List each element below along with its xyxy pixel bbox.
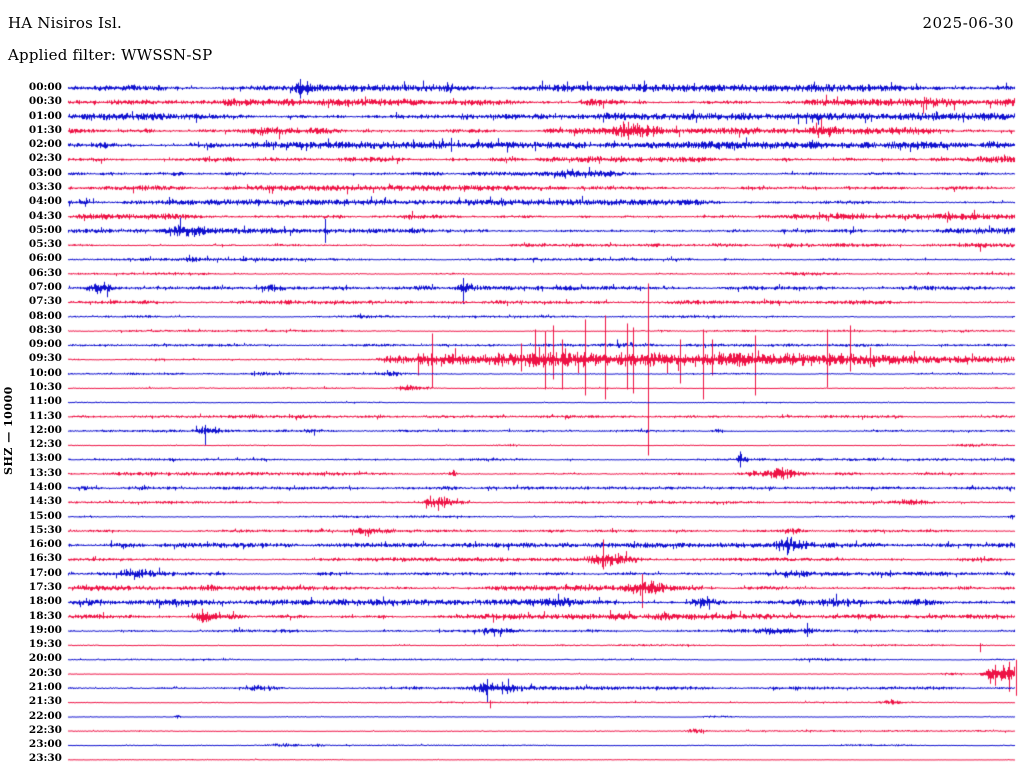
heliplot-canvas xyxy=(0,0,1024,780)
heliplot-page: { "header": { "station": "HA Nisiros Isl… xyxy=(0,0,1024,780)
